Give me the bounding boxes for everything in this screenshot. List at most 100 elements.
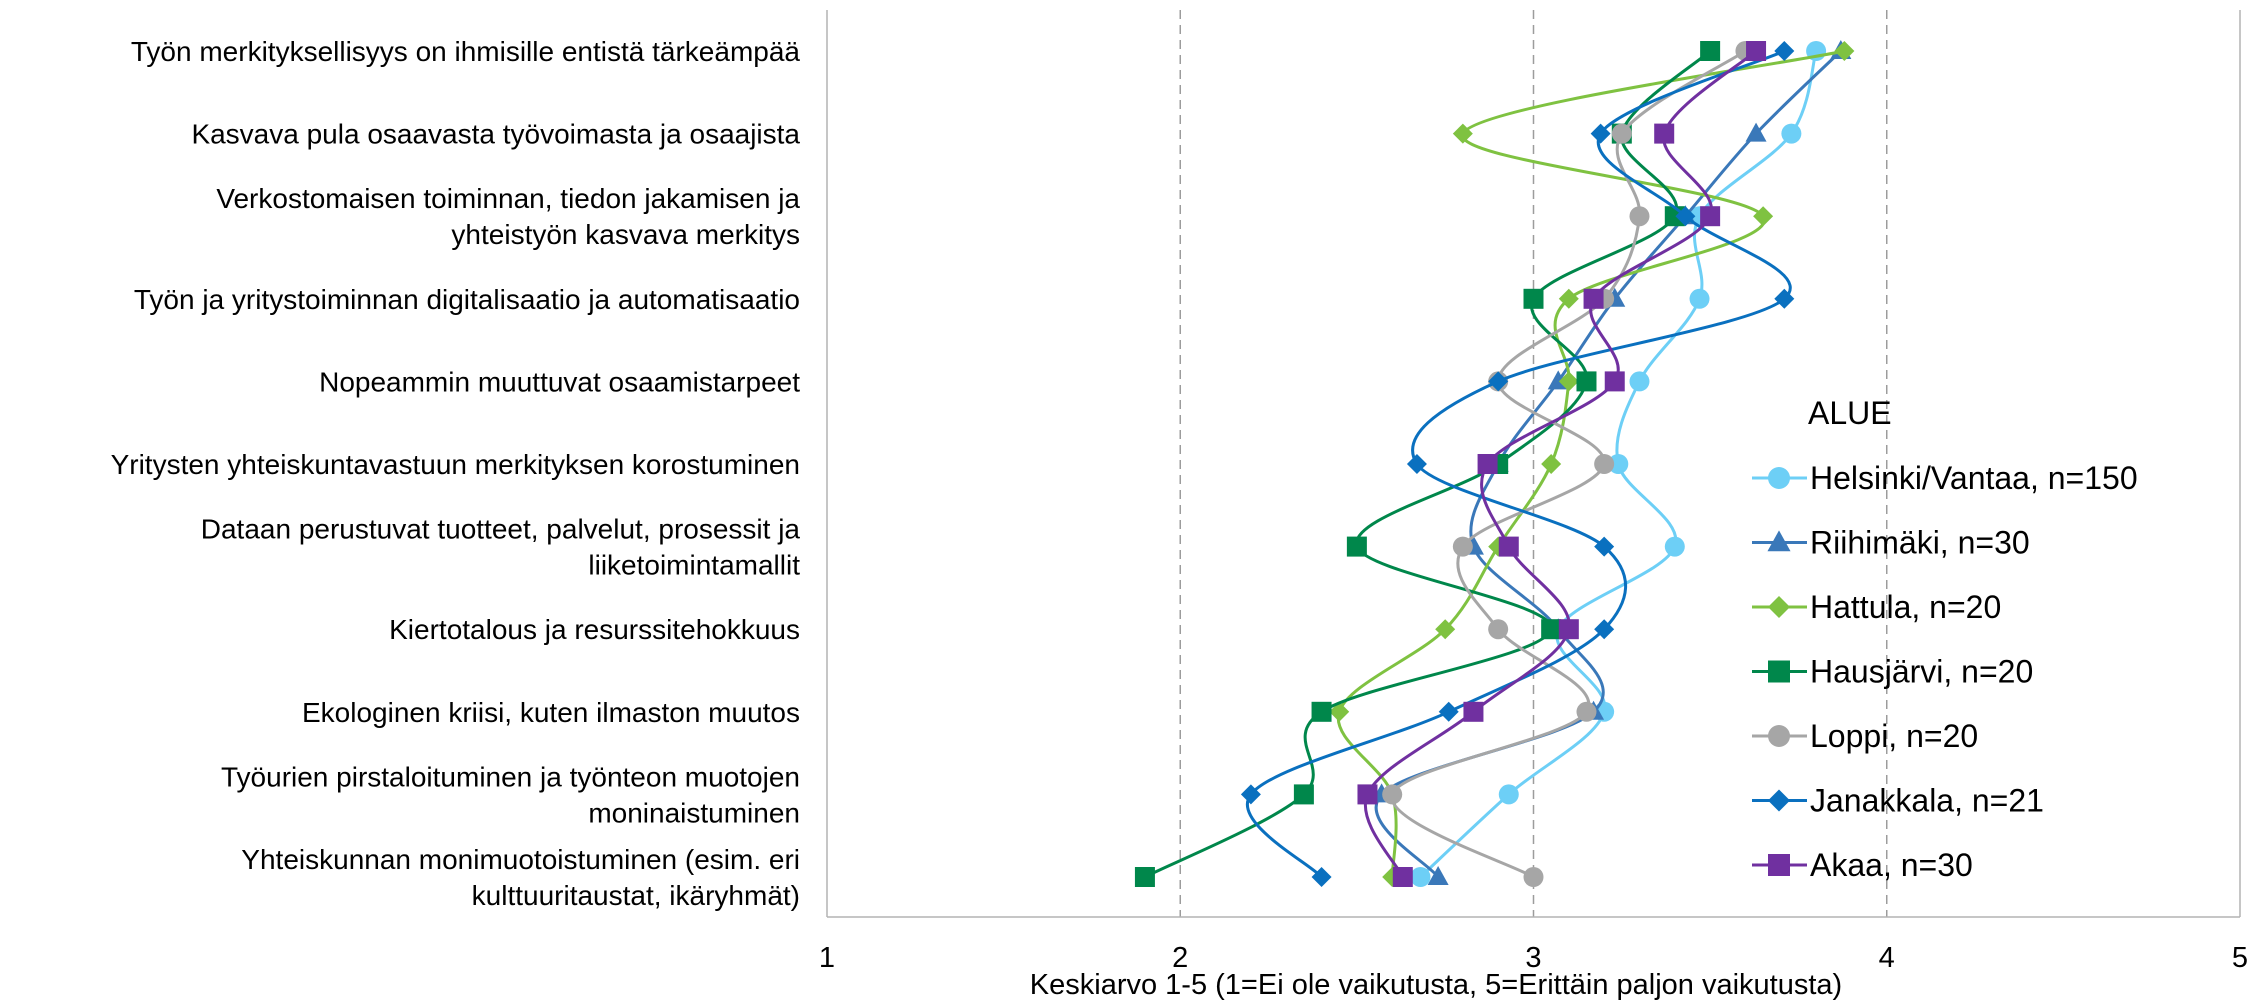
legend-label: Riihimäki, n=30 <box>1810 525 2030 561</box>
data-point <box>1452 123 1473 144</box>
data-point <box>1604 371 1625 392</box>
data-point <box>1654 123 1675 144</box>
data-point <box>1435 619 1456 640</box>
category-label: Työn ja yritystoiminnan digitalisaatio j… <box>134 284 800 315</box>
legend-title: ALUE <box>1808 395 1892 431</box>
data-point <box>1541 454 1562 474</box>
category-label: Dataan perustuvat tuotteet, palvelut, pr… <box>201 514 801 581</box>
data-point <box>1346 536 1367 557</box>
data-point <box>1438 701 1459 722</box>
legend-item: Hausjärvi, n=20 <box>1752 654 2033 690</box>
data-point <box>1768 467 1790 489</box>
data-point <box>1410 867 1431 887</box>
data-point <box>1576 701 1597 722</box>
x-tick-label: 3 <box>1525 942 1541 974</box>
series <box>1134 41 1721 887</box>
category-label: Yhteiskunnan monimuotoistuminen (esim. e… <box>241 844 800 911</box>
data-point <box>1768 789 1790 812</box>
x-tick-label: 4 <box>1879 942 1895 974</box>
data-point <box>1427 866 1449 885</box>
series <box>1240 41 1795 887</box>
data-point <box>1768 660 1790 683</box>
data-point <box>1134 867 1155 887</box>
series-line <box>1246 49 1792 879</box>
category-labels: Työn merkityksellisyys on ihmisille enti… <box>111 36 801 911</box>
data-point <box>1523 867 1544 887</box>
data-point <box>1463 701 1484 722</box>
data-point <box>1675 206 1696 227</box>
data-point <box>1583 288 1604 309</box>
data-point <box>1558 288 1579 309</box>
legend-label: Hattula, n=20 <box>1810 589 2001 625</box>
data-point <box>1590 123 1611 144</box>
data-point <box>1382 784 1403 805</box>
legend-item: Janakkala, n=21 <box>1752 783 2044 819</box>
category-label: Työurien pirstaloituminen ja työnteon mu… <box>221 761 800 828</box>
data-point <box>1594 536 1615 557</box>
data-point <box>1311 867 1332 887</box>
legend-item: Akaa, n=30 <box>1752 847 1973 883</box>
data-point <box>1311 701 1332 722</box>
data-point <box>1768 725 1790 747</box>
data-point <box>1745 122 1767 142</box>
legend-label: Akaa, n=30 <box>1810 847 1973 883</box>
data-point <box>1753 206 1774 227</box>
category-label: Yritysten yhteiskuntavastuun merkityksen… <box>111 449 800 480</box>
data-point <box>1594 619 1615 640</box>
x-axis: 1 2 3 4 5 <box>819 916 2248 974</box>
x-tick-label: 1 <box>819 942 835 974</box>
data-point <box>1523 288 1544 309</box>
series-lines <box>1134 40 1855 887</box>
data-point <box>1406 454 1427 474</box>
data-point <box>1629 371 1650 392</box>
data-point <box>1700 41 1721 61</box>
legend-label: Hausjärvi, n=20 <box>1810 654 2033 690</box>
data-point <box>1700 206 1721 227</box>
x-tick-label: 5 <box>2232 942 2248 974</box>
series <box>1357 41 1767 887</box>
data-point <box>1608 454 1629 474</box>
data-point <box>1477 454 1498 474</box>
data-point <box>1594 454 1615 474</box>
data-point <box>1293 784 1314 805</box>
data-point <box>1488 619 1509 640</box>
data-point <box>1768 596 1790 618</box>
legend-item: Helsinki/Vantaa, n=150 <box>1752 460 2138 496</box>
legend-label: Helsinki/Vantaa, n=150 <box>1810 460 2138 496</box>
x-tick-label: 2 <box>1172 942 1188 974</box>
data-point <box>1629 206 1650 227</box>
legend-item: Loppi, n=20 <box>1752 718 1978 754</box>
legend-item: Hattula, n=20 <box>1752 589 2001 625</box>
data-point <box>1329 701 1350 722</box>
series-line <box>1390 49 1747 879</box>
data-point <box>1488 371 1509 392</box>
data-point <box>1357 784 1378 805</box>
data-point <box>1774 41 1795 61</box>
data-point <box>1767 530 1791 552</box>
data-point <box>1498 536 1519 557</box>
category-label: Kiertotalous ja resurssitehokkuus <box>389 614 800 645</box>
data-point <box>1558 619 1579 640</box>
data-point <box>1452 536 1473 557</box>
legend-label: Loppi, n=20 <box>1810 718 1978 754</box>
data-point <box>1541 619 1562 640</box>
data-point <box>1611 123 1632 144</box>
legend: ALUE Helsinki/Vantaa, n=150 Riihimäki, n=3… <box>1752 395 2138 883</box>
data-point <box>1240 784 1261 805</box>
category-label: Verkostomaisen toiminnan, tiedon jakamis… <box>216 183 800 250</box>
data-point <box>1834 41 1855 61</box>
data-point <box>1746 41 1767 61</box>
data-point <box>1664 536 1685 557</box>
data-point <box>1498 784 1519 805</box>
category-label: Nopeammin muuttuvat osaamistarpeet <box>319 366 800 397</box>
category-label: Ekologinen kriisi, kuten ilmaston muutos <box>302 697 800 728</box>
legend-label: Janakkala, n=21 <box>1810 783 2044 819</box>
data-point <box>1558 371 1579 392</box>
category-label: Kasvava pula osaavasta työvoimasta ja os… <box>191 119 800 150</box>
data-point <box>1781 123 1802 144</box>
x-axis-label: Keskiarvo 1-5 (1=Ei ole vaikutusta, 5=Er… <box>1030 969 1842 1001</box>
legend-item: Riihimäki, n=30 <box>1752 525 2030 561</box>
data-point <box>1689 288 1710 309</box>
data-point <box>1774 288 1795 309</box>
